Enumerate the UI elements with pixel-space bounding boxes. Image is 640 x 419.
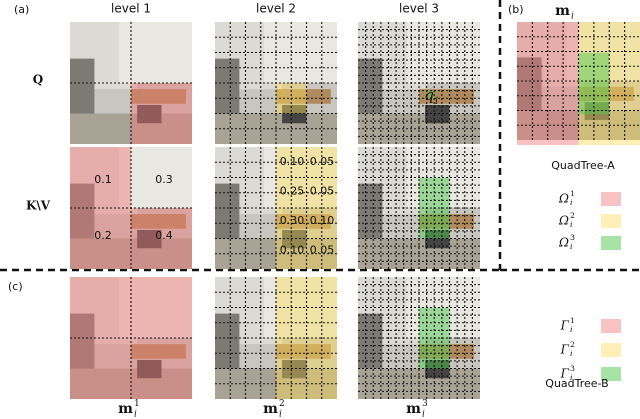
math-sub: i [570, 349, 573, 358]
label: (c) [8, 280, 23, 293]
legend-swatch [601, 343, 621, 357]
chair [425, 104, 450, 124]
math-sub: i [571, 11, 574, 21]
math-sup: 1 [134, 399, 140, 409]
cabinet [70, 183, 95, 239]
label: 0.4 [155, 229, 173, 242]
chair [137, 104, 162, 124]
math-sup: 3 [570, 364, 575, 373]
cabinet [358, 58, 383, 114]
curtain [118, 147, 192, 208]
desk [131, 89, 186, 104]
label: 0.10 [310, 214, 335, 227]
legend-swatch [601, 236, 621, 250]
math-sup: 3 [422, 399, 428, 409]
label: level 2 [256, 2, 296, 16]
math-sub: i [570, 373, 573, 382]
label: (b) [508, 3, 524, 16]
math-sup: 1 [570, 316, 575, 325]
legend-swatch [601, 367, 621, 381]
label: 0.05 [310, 155, 335, 168]
math-sub: i [570, 220, 573, 229]
overlay [70, 277, 131, 399]
cabinet [70, 58, 95, 114]
math-base: Γ [560, 343, 570, 357]
label: level 3 [399, 2, 439, 16]
cabinet [215, 58, 240, 114]
math-base: q [424, 86, 434, 104]
desk [276, 89, 331, 104]
label: (a) [14, 3, 29, 16]
math-base: Γ [560, 367, 570, 381]
cabinet [215, 183, 240, 239]
cabinet [358, 183, 383, 239]
chair [282, 229, 307, 249]
math-base: m [118, 401, 133, 417]
math-base: Ω [558, 236, 569, 250]
math-sup: 2 [570, 340, 575, 349]
math-base: m [406, 401, 421, 417]
math-base: Ω [558, 192, 569, 206]
legend-swatch [601, 319, 621, 333]
label: 0.05 [310, 185, 335, 198]
math-base: m [263, 401, 278, 417]
math-sub: i [435, 96, 438, 107]
math-base: m [555, 3, 570, 19]
label: QuadTree-A [551, 159, 615, 172]
row-label: Q [33, 73, 43, 87]
cabinet [215, 313, 240, 369]
math-sup: 2 [570, 211, 575, 220]
desk [131, 344, 186, 359]
label: 0.3 [155, 173, 173, 186]
overlay [131, 83, 192, 144]
label: 0.10 [280, 155, 305, 168]
label: 0.10 [280, 244, 305, 257]
chair [137, 229, 162, 249]
desk [276, 214, 331, 229]
math-sub: i [279, 409, 282, 419]
legend-swatch [601, 214, 621, 228]
math-sub: i [570, 242, 573, 251]
label: 0.2 [94, 229, 112, 242]
math-base: Ω [558, 214, 569, 228]
label: level 1 [111, 2, 151, 16]
curtain [118, 22, 192, 83]
math-sub: i [134, 409, 137, 419]
math-sub: i [570, 325, 573, 334]
chair [282, 104, 307, 124]
overlay [131, 277, 192, 338]
overlay [131, 208, 192, 269]
label: QuadTree-B [545, 377, 608, 390]
overlay [70, 147, 131, 269]
label: 0.05 [310, 244, 335, 257]
label: 0.30 [280, 214, 305, 227]
label: 0.25 [280, 185, 305, 198]
overlay [131, 338, 192, 399]
chair [282, 359, 307, 379]
chair [137, 359, 162, 379]
math-sup: 3 [570, 233, 575, 242]
desk [276, 344, 331, 359]
math-base: Γ [560, 319, 570, 333]
math-sup: 2 [279, 399, 285, 409]
curtain [118, 277, 192, 338]
overlay [426, 90, 435, 99]
cabinet [70, 313, 95, 369]
label: 0.1 [94, 173, 112, 186]
desk [131, 214, 186, 229]
row-label: K\V [26, 199, 51, 213]
math-sup: 1 [570, 189, 575, 198]
math-sub: i [570, 198, 573, 207]
math-sub: i [422, 409, 425, 419]
legend-swatch [601, 192, 621, 206]
cabinet [358, 313, 383, 369]
